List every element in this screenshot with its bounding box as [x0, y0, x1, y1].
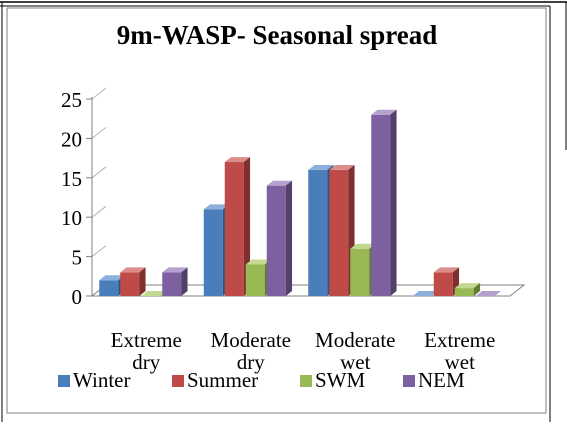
- legend-item-winter: Winter: [58, 368, 130, 392]
- bar-front: [454, 288, 474, 296]
- legend-item-swm: SWM: [300, 368, 366, 392]
- y-grid-depth-25: [91, 87, 107, 100]
- bar-front: [433, 272, 453, 296]
- y-grid-depth-15: [91, 166, 107, 179]
- chart-title: 9m-WASP- Seasonal spread: [117, 20, 438, 50]
- bar-top: [245, 259, 272, 265]
- legend-item-nem: NEM: [403, 368, 465, 392]
- bar-top: [454, 283, 481, 289]
- bar-side: [285, 180, 293, 296]
- legend-label: Summer: [187, 368, 258, 392]
- x-tick-label: wet: [340, 350, 370, 374]
- y-grid-depth-5: [91, 245, 107, 257]
- bar-top: [141, 291, 167, 296]
- bar-side: [139, 267, 146, 296]
- bar-top: [371, 109, 397, 115]
- legend-swatch: [172, 375, 184, 387]
- bar-side: [181, 267, 188, 296]
- bar-top: [433, 267, 460, 273]
- bar-swm-0: [141, 291, 167, 296]
- bar-front: [162, 272, 182, 296]
- x-tick-label: Moderate: [211, 328, 291, 352]
- bar-summer-0: [120, 267, 146, 296]
- bar-swm-3: [454, 283, 481, 296]
- legend: Winter Summer SWM NEM: [58, 368, 465, 392]
- legend-swatch: [403, 375, 415, 387]
- bar-summer-1: [224, 157, 251, 296]
- bar-top: [162, 267, 188, 273]
- y-tick-label: 20: [61, 127, 82, 151]
- bar-front: [266, 185, 286, 296]
- bar-side: [243, 157, 251, 296]
- x-tick-label: dry: [132, 350, 160, 374]
- x-tick-label: wet: [445, 350, 475, 374]
- bar-winter-3: [412, 291, 439, 296]
- bar-front: [120, 272, 140, 296]
- bar-top: [412, 291, 439, 296]
- bar-top: [475, 291, 502, 296]
- bar-front: [350, 248, 370, 296]
- bar-front: [245, 264, 265, 296]
- bar-front: [99, 280, 119, 296]
- bar-front: [308, 169, 328, 296]
- legend-swatch: [300, 375, 312, 387]
- bar-side: [390, 109, 397, 296]
- bar-top: [266, 180, 293, 186]
- bar-top: [224, 157, 251, 163]
- bar-side: [473, 283, 481, 296]
- bar-front: [371, 114, 391, 296]
- bar-top: [308, 164, 334, 170]
- x-tick-label: Extreme: [111, 328, 182, 352]
- bar-front: [329, 169, 349, 296]
- plot-area: 0510152025ExtremedryModeratedryModeratew…: [61, 87, 526, 374]
- y-tick-label: 5: [72, 246, 83, 270]
- bar-top: [350, 243, 376, 249]
- legend-item-summer: Summer: [172, 368, 258, 392]
- legend-label: SWM: [315, 368, 366, 392]
- y-grid-depth-20: [91, 127, 107, 139]
- bar-top: [120, 267, 146, 273]
- y-tick-label: 25: [61, 88, 82, 112]
- bar-nem-2: [371, 109, 397, 296]
- legend-label: NEM: [418, 368, 465, 392]
- y-grid-depth-10: [91, 205, 107, 218]
- x-tick-label: Moderate: [315, 328, 395, 352]
- bar-top: [99, 275, 125, 281]
- bar-nem-1: [266, 180, 293, 296]
- bar-front: [224, 162, 244, 296]
- bar-nem-0: [162, 267, 188, 296]
- legend-swatch: [58, 375, 70, 387]
- bar-top: [329, 164, 355, 170]
- x-tick-label: dry: [237, 350, 265, 374]
- bar-front: [203, 209, 223, 296]
- legend-label: Winter: [73, 368, 130, 392]
- y-tick-label: 15: [61, 167, 82, 191]
- bar-top: [203, 204, 230, 210]
- y-tick-label: 0: [72, 285, 83, 309]
- x-tick-label: Extreme: [424, 328, 495, 352]
- bar-nem-3: [475, 291, 502, 296]
- y-tick-label: 10: [61, 206, 82, 230]
